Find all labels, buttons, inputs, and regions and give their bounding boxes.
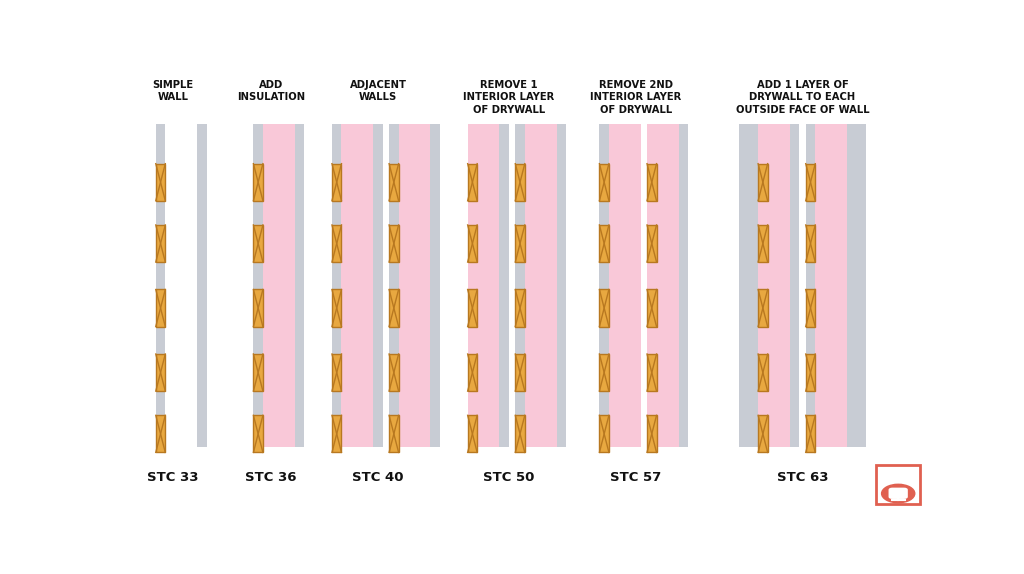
Text: SIMPLE
WALL: SIMPLE WALL bbox=[153, 80, 194, 102]
Text: STC 63: STC 63 bbox=[777, 471, 828, 484]
FancyBboxPatch shape bbox=[889, 488, 908, 499]
Bar bbox=[295, 124, 304, 447]
Bar bbox=[758, 124, 790, 447]
Bar bbox=[806, 124, 815, 447]
Text: STC 40: STC 40 bbox=[352, 471, 403, 484]
Bar bbox=[468, 416, 477, 452]
Bar bbox=[332, 354, 341, 391]
Bar bbox=[156, 416, 165, 452]
Circle shape bbox=[882, 484, 914, 503]
Bar bbox=[524, 124, 557, 447]
Bar bbox=[389, 124, 398, 447]
Bar bbox=[332, 164, 341, 201]
Text: ADJACENT
WALLS: ADJACENT WALLS bbox=[349, 80, 407, 102]
Text: REMOVE 1
INTERIOR LAYER
OF DRYWALL: REMOVE 1 INTERIOR LAYER OF DRYWALL bbox=[463, 80, 555, 115]
Bar bbox=[332, 124, 341, 447]
Bar bbox=[515, 124, 524, 447]
Bar bbox=[647, 164, 656, 201]
Bar bbox=[806, 225, 815, 262]
Bar bbox=[806, 164, 815, 201]
Bar bbox=[500, 124, 509, 447]
Bar bbox=[599, 225, 609, 262]
FancyBboxPatch shape bbox=[877, 465, 920, 504]
Bar bbox=[599, 124, 609, 447]
Bar bbox=[758, 354, 768, 391]
Bar bbox=[758, 289, 768, 327]
Bar bbox=[599, 289, 609, 327]
Bar bbox=[197, 124, 207, 447]
Bar bbox=[847, 124, 856, 447]
Bar bbox=[332, 416, 341, 452]
Bar bbox=[468, 354, 477, 391]
Bar bbox=[599, 354, 609, 391]
Bar bbox=[389, 354, 398, 391]
Bar bbox=[806, 289, 815, 327]
Bar bbox=[599, 416, 609, 452]
Bar bbox=[790, 124, 800, 447]
Bar bbox=[468, 289, 477, 327]
Text: STC 36: STC 36 bbox=[245, 471, 297, 484]
Bar bbox=[679, 124, 688, 447]
Text: REMOVE 2ND
INTERIOR LAYER
OF DRYWALL: REMOVE 2ND INTERIOR LAYER OF DRYWALL bbox=[590, 80, 682, 115]
Bar bbox=[253, 416, 263, 452]
Bar bbox=[758, 416, 768, 452]
Bar bbox=[806, 416, 815, 452]
Bar bbox=[468, 124, 500, 447]
Bar bbox=[253, 124, 263, 447]
Bar bbox=[165, 124, 197, 447]
Bar bbox=[856, 124, 866, 447]
Bar bbox=[156, 225, 165, 262]
Bar bbox=[263, 124, 295, 447]
Bar bbox=[389, 416, 398, 452]
Bar bbox=[758, 225, 768, 262]
Text: STC 33: STC 33 bbox=[147, 471, 199, 484]
Bar bbox=[515, 416, 524, 452]
Bar bbox=[815, 124, 847, 447]
Bar bbox=[332, 289, 341, 327]
Bar bbox=[599, 164, 609, 201]
Bar bbox=[156, 164, 165, 201]
Bar bbox=[647, 354, 656, 391]
Text: ADD
INSULATION: ADD INSULATION bbox=[237, 80, 305, 102]
Bar bbox=[341, 124, 373, 447]
Bar bbox=[389, 164, 398, 201]
Bar bbox=[253, 354, 263, 391]
Text: STC 50: STC 50 bbox=[483, 471, 535, 484]
Bar bbox=[253, 225, 263, 262]
Bar bbox=[430, 124, 440, 447]
Text: ADD 1 LAYER OF
DRYWALL TO EACH
OUTSIDE FACE OF WALL: ADD 1 LAYER OF DRYWALL TO EACH OUTSIDE F… bbox=[736, 80, 869, 115]
Bar bbox=[332, 225, 341, 262]
Bar bbox=[647, 225, 656, 262]
Bar bbox=[515, 354, 524, 391]
Bar bbox=[609, 124, 641, 447]
Bar bbox=[515, 289, 524, 327]
Bar bbox=[373, 124, 383, 447]
Bar bbox=[389, 289, 398, 327]
Bar bbox=[515, 164, 524, 201]
Bar bbox=[749, 124, 758, 447]
Bar bbox=[156, 354, 165, 391]
Text: STC 57: STC 57 bbox=[610, 471, 662, 484]
Bar bbox=[557, 124, 566, 447]
Bar bbox=[156, 124, 165, 447]
Bar bbox=[515, 225, 524, 262]
Bar bbox=[647, 289, 656, 327]
Bar bbox=[468, 225, 477, 262]
Bar bbox=[253, 164, 263, 201]
Bar bbox=[739, 124, 749, 447]
Bar bbox=[156, 289, 165, 327]
Bar bbox=[389, 225, 398, 262]
Bar bbox=[398, 124, 430, 447]
Bar bbox=[806, 354, 815, 391]
Bar bbox=[253, 289, 263, 327]
Bar bbox=[758, 164, 768, 201]
Bar bbox=[647, 124, 679, 447]
Bar bbox=[468, 164, 477, 201]
Bar bbox=[647, 416, 656, 452]
